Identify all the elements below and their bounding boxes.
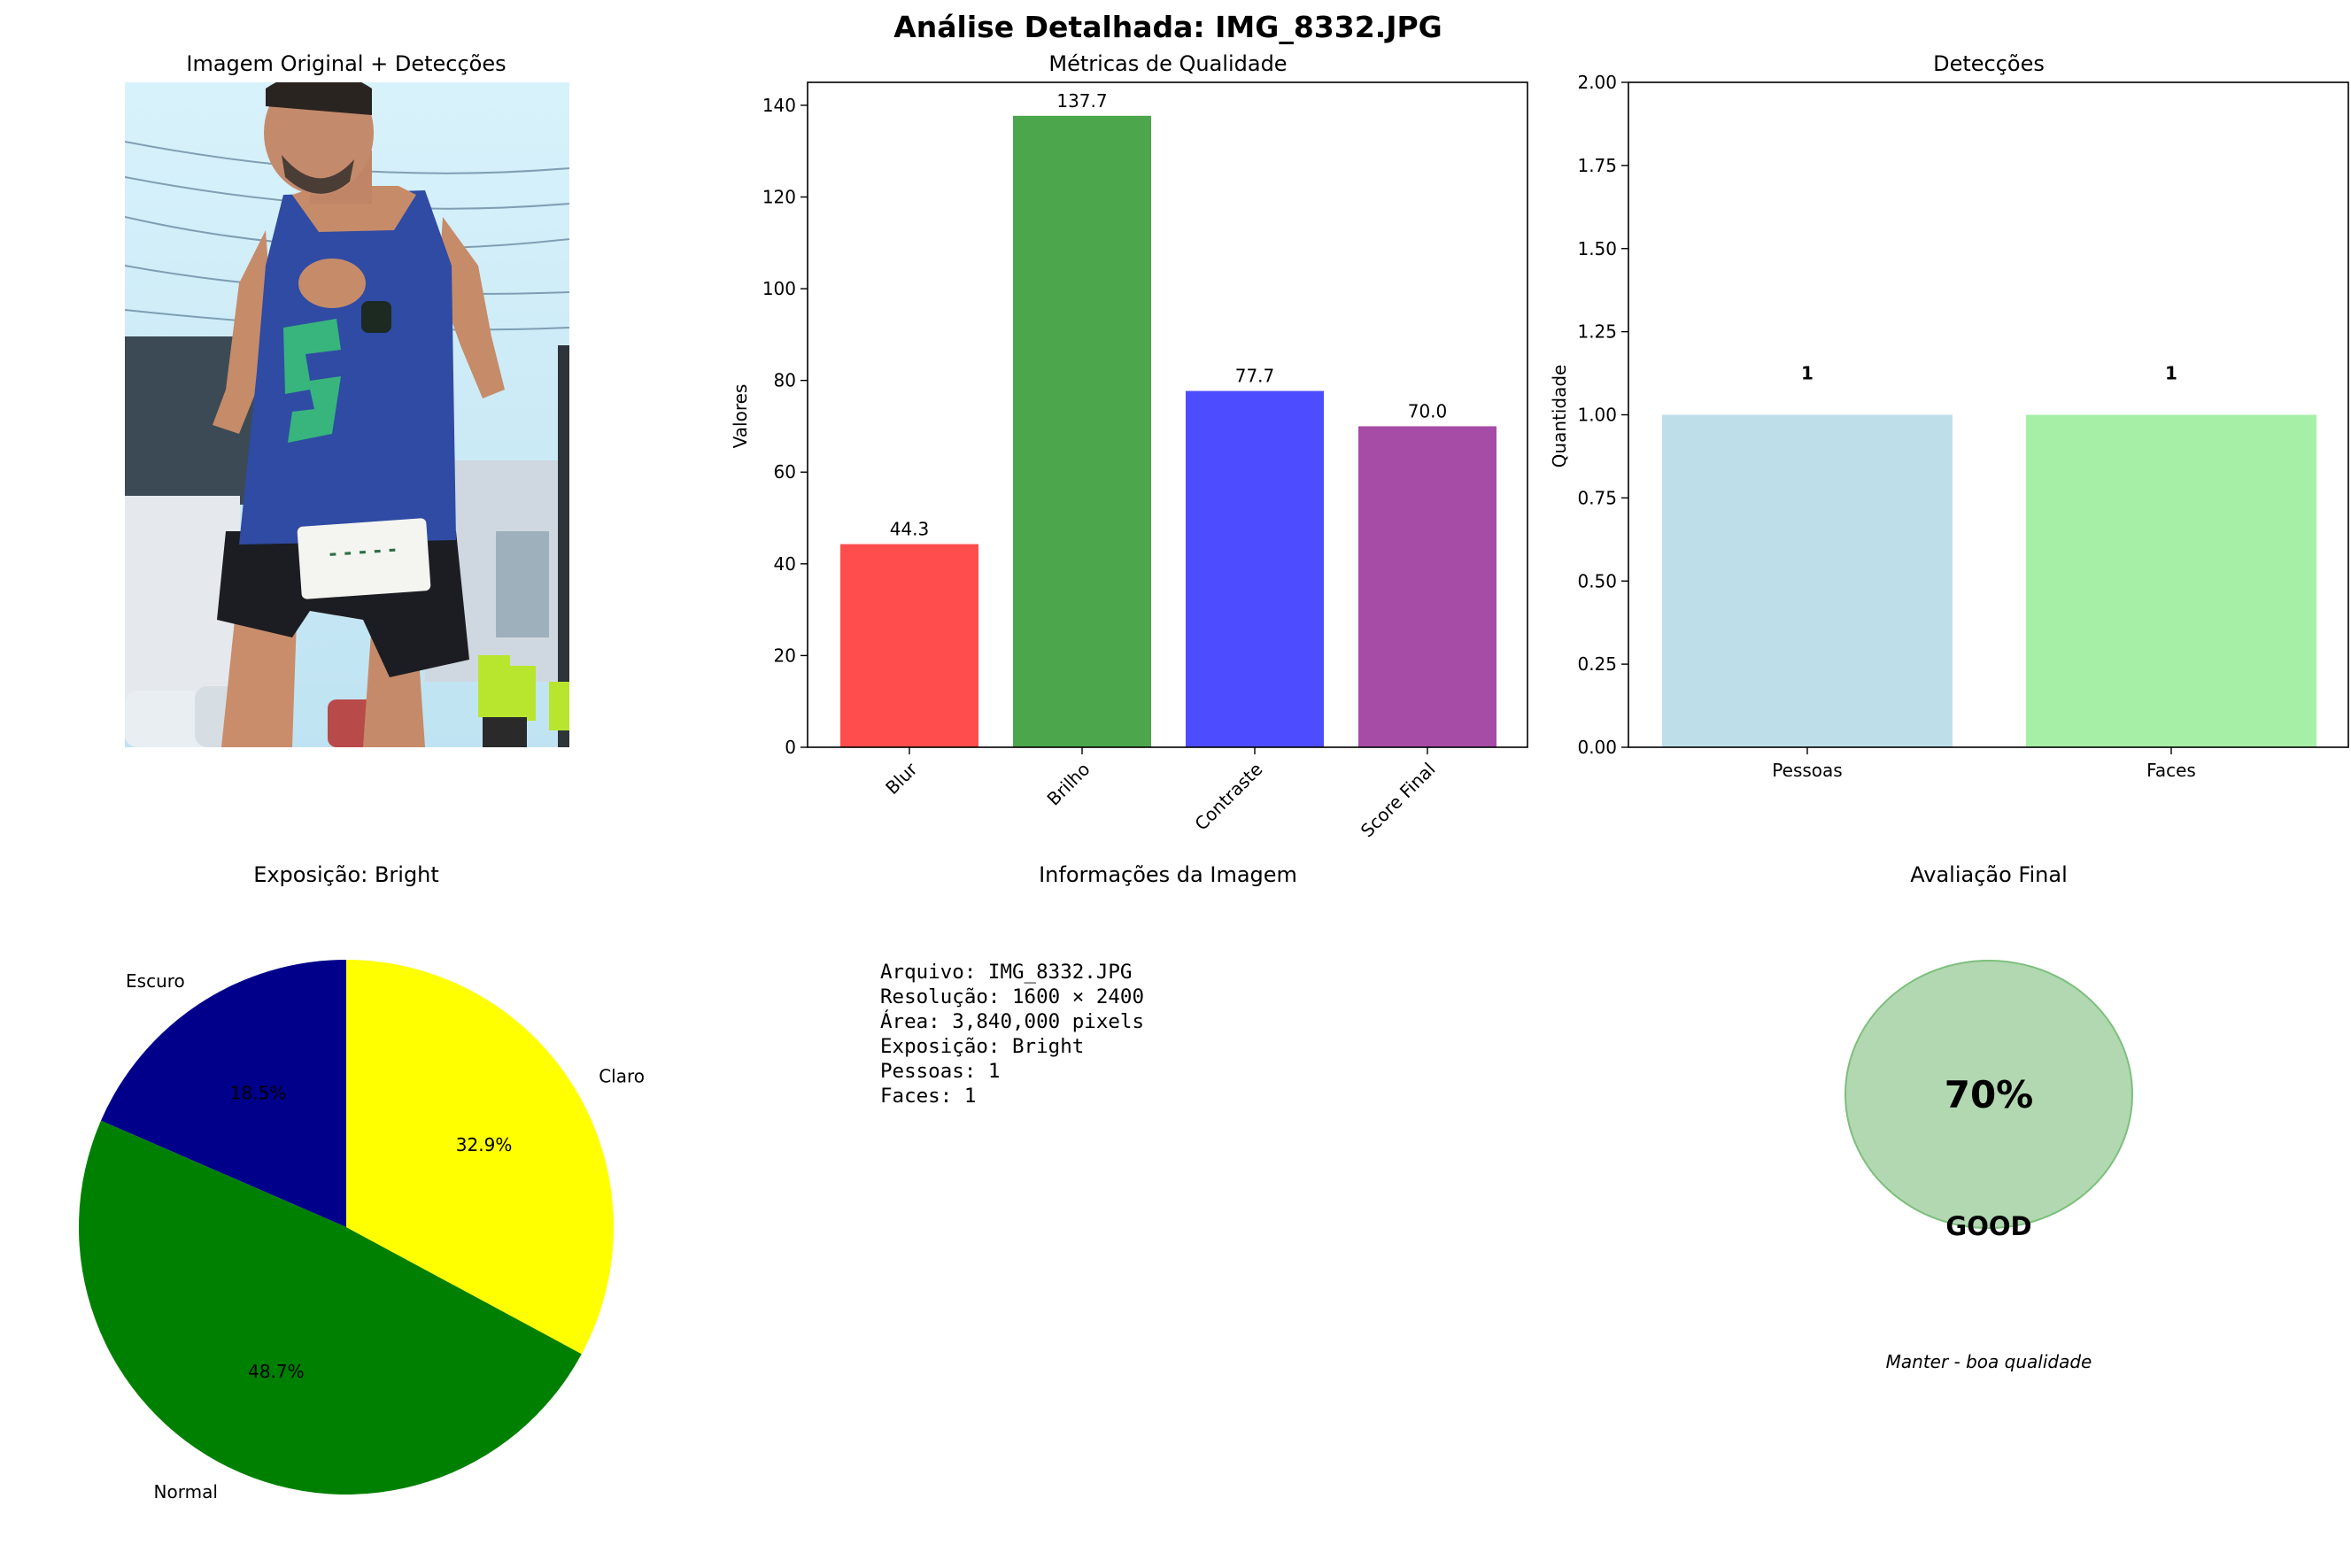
status-label: GOOD xyxy=(1945,1211,2031,1241)
x-tick-label: Brilho xyxy=(1043,759,1094,810)
photo-panel: Imagem Original + Detecções xyxy=(125,51,569,747)
pie-label: Claro xyxy=(599,1066,645,1087)
info-line-area: Área: 3,840,000 pixels xyxy=(880,1008,1144,1033)
x-tick-label: Score Final xyxy=(1357,759,1440,842)
info-line-resolution: Resolução: 1600 × 2400 xyxy=(880,985,1144,1008)
pie-label: Normal xyxy=(154,1481,218,1502)
info-line-people: Pessoas: 1 xyxy=(880,1060,1000,1083)
bar-contraste xyxy=(1186,390,1324,747)
bar-blur xyxy=(840,544,978,747)
x-tick-label: Pessoas xyxy=(1772,760,1842,781)
y-tick-label: 100 xyxy=(762,278,796,299)
bar-value-label: 77.7 xyxy=(1235,366,1275,387)
svg-text:- - - - -: - - - - - xyxy=(329,538,398,565)
bar-value-label: 70.0 xyxy=(1408,400,1448,421)
detections-ylabel: Quantidade xyxy=(1549,365,1570,468)
y-tick-label: 1.50 xyxy=(1577,238,1617,259)
final-evaluation-title: Avaliação Final xyxy=(1910,862,2068,887)
y-tick-label: 0.25 xyxy=(1577,653,1617,675)
image-info-panel: Informações da Imagem Arquivo: IMG_8332.… xyxy=(880,862,1297,1108)
x-tick-label: Contraste xyxy=(1190,759,1266,835)
pie-slice-claro xyxy=(346,960,615,1355)
y-tick-label: 0.75 xyxy=(1577,487,1617,508)
pie-percent-label: 32.9% xyxy=(456,1134,513,1155)
final-evaluation-panel: Avaliação Final 70% GOOD Manter - boa qu… xyxy=(1844,862,2133,1372)
y-tick-label: 1.75 xyxy=(1577,155,1617,176)
bar-brilho xyxy=(1013,115,1151,747)
bar-value-label: 44.3 xyxy=(890,519,930,540)
y-tick-label: 0.50 xyxy=(1577,570,1617,591)
y-tick-label: 80 xyxy=(774,370,796,391)
detections-chart: Detecções Quantidade 0.00 0.25 0.50 0.75 1.0… xyxy=(1549,51,2349,781)
score-value: 70% xyxy=(1945,1073,2034,1116)
pie-slice-escuro xyxy=(100,960,346,1227)
pie-percent-label: 18.5% xyxy=(230,1082,287,1103)
bar-faces xyxy=(2026,414,2316,747)
y-tick-label: 140 xyxy=(762,95,796,116)
y-tick-label: 0.00 xyxy=(1577,737,1617,758)
y-tick-label: 0 xyxy=(785,737,796,758)
runner-photo: - - - - - xyxy=(125,82,569,747)
quality-metrics-ylabel: Valores xyxy=(730,384,751,449)
quality-metrics-chart: Métricas de Qualidade Valores 0 20 40 60 80 1… xyxy=(730,51,1528,842)
bar-value-label: 1 xyxy=(2165,363,2177,384)
y-tick-label: 20 xyxy=(774,645,796,666)
y-tick-label: 60 xyxy=(774,461,796,483)
pie-slice-normal xyxy=(78,1120,582,1495)
pie-label: Escuro xyxy=(126,970,185,992)
bar-score-final xyxy=(1358,426,1496,747)
bar-value-label: 137.7 xyxy=(1056,90,1107,112)
score-circle xyxy=(1844,960,2133,1229)
bar-value-label: 1 xyxy=(1801,363,1814,384)
exposure-pie-title: Exposição: Bright xyxy=(253,862,439,887)
y-tick-label: 1.25 xyxy=(1577,321,1617,343)
bar-pessoas xyxy=(1662,414,1953,747)
info-line-faces: Faces: 1 xyxy=(880,1085,976,1108)
x-tick-label: Blur xyxy=(881,758,922,799)
detections-title: Detecções xyxy=(1933,51,2045,76)
detections-axes-frame xyxy=(1628,81,2349,748)
quality-metrics-title: Métricas de Qualidade xyxy=(1048,51,1287,76)
y-tick-label: 2.00 xyxy=(1577,72,1617,93)
pie-percent-label: 48.7% xyxy=(248,1361,305,1382)
info-line-exposure: Exposição: Bright xyxy=(880,1035,1084,1058)
y-tick-label: 1.00 xyxy=(1577,405,1617,426)
photo-panel-title: Imagem Original + Detecções xyxy=(186,51,506,76)
image-info-title: Informações da Imagem xyxy=(1039,862,1297,887)
quality-metrics-axes-frame xyxy=(807,81,1528,748)
info-line-file: Arquivo: IMG_8332.JPG xyxy=(880,961,1132,984)
recommendation-text: Manter - boa qualidade xyxy=(1886,1351,2092,1372)
figure-title: Análise Detalhada: IMG_8332.JPG xyxy=(893,10,1442,44)
y-tick-label: 40 xyxy=(774,553,796,575)
x-tick-label: Faces xyxy=(2146,760,2196,781)
exposure-pie-chart: Exposição: Bright Escuro 18.5% Normal 48.7%… xyxy=(78,862,645,1502)
y-tick-label: 120 xyxy=(762,186,796,207)
